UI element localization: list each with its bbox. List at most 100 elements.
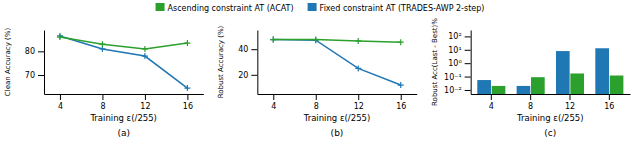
x-axis-title: Training ε(/255) bbox=[89, 113, 157, 123]
tick-label: 4 bbox=[58, 102, 63, 111]
panel: 4 8 12 16 70 80 Training ε(/255) Clean Accuracy… bbox=[4, 28, 204, 138]
tick-label: 16 bbox=[183, 102, 193, 111]
legend-swatch bbox=[308, 3, 317, 11]
marker bbox=[355, 38, 361, 44]
x-axis-tick: 16 bbox=[396, 94, 406, 111]
axis-line bbox=[471, 94, 630, 95]
axis-line bbox=[471, 31, 472, 95]
y-axis-tick: 80 bbox=[25, 47, 44, 56]
x-axis-tick: 8 bbox=[314, 94, 319, 111]
axis-line bbox=[258, 94, 417, 95]
tick-mark bbox=[251, 75, 257, 76]
bar bbox=[595, 48, 609, 94]
bar bbox=[570, 73, 584, 94]
tick-label: 10⁻¹ bbox=[444, 73, 462, 82]
y-axis-tick: 70 bbox=[25, 71, 44, 80]
marker bbox=[313, 37, 319, 43]
x-axis-title: Training ε(/255) bbox=[516, 113, 584, 123]
tick-mark bbox=[251, 49, 257, 50]
marker bbox=[57, 34, 63, 40]
tick-label: 12 bbox=[565, 102, 575, 111]
panel-title: (a) bbox=[117, 128, 130, 138]
tick-mark bbox=[401, 94, 402, 100]
y-axis: 2040 bbox=[238, 31, 258, 95]
legend-item: Fixed constraint AT (TRADES-AWP 2-step) bbox=[308, 3, 485, 13]
bar bbox=[531, 77, 545, 94]
x-axis: 4 8 12 16 bbox=[471, 94, 630, 111]
y-axis-tick: 10² bbox=[448, 32, 470, 41]
x-axis-tick: 12 bbox=[565, 94, 575, 111]
marker bbox=[142, 53, 148, 59]
tick-mark bbox=[145, 94, 146, 100]
panel-title: (c) bbox=[544, 128, 556, 138]
legend-label: Fixed constraint AT (TRADES-AWP 2-step) bbox=[320, 4, 485, 13]
tick-label: 16 bbox=[396, 102, 406, 111]
panel: 48121610⁻²10⁻¹10⁰10¹10²Training ε(/255)R… bbox=[431, 18, 631, 138]
tick-mark bbox=[465, 36, 471, 37]
tick-mark bbox=[60, 94, 61, 100]
tick-mark bbox=[465, 50, 471, 51]
marker bbox=[184, 40, 190, 46]
tick-mark bbox=[465, 63, 471, 64]
tick-mark bbox=[102, 94, 103, 100]
x-axis-tick: 4 bbox=[271, 94, 276, 111]
line bbox=[60, 36, 187, 88]
y-axis: 70 80 bbox=[25, 31, 45, 95]
y-axis-title: Clean Accuracy (%) bbox=[4, 28, 12, 97]
tick-mark bbox=[465, 77, 471, 78]
tick-mark bbox=[530, 94, 531, 100]
x-axis-tick: 8 bbox=[100, 94, 105, 111]
tick-mark bbox=[38, 75, 44, 76]
tick-mark bbox=[316, 94, 317, 100]
legend-swatch bbox=[156, 3, 165, 11]
y-axis-title: Robust Accuracy (%) bbox=[217, 25, 225, 98]
plot-area bbox=[270, 37, 403, 88]
tick-mark bbox=[358, 94, 359, 100]
marker bbox=[398, 39, 404, 45]
panel: 4812162040Training ε(/255)Robust Accurac… bbox=[217, 25, 417, 138]
marker bbox=[270, 37, 276, 43]
marker bbox=[99, 41, 105, 47]
y-axis-tick: 10⁻¹ bbox=[444, 73, 471, 82]
bar bbox=[517, 86, 531, 94]
legend-label: Ascending constraint AT (ACAT) bbox=[168, 4, 294, 13]
y-axis-tick: 10⁻² bbox=[444, 86, 471, 95]
tick-mark bbox=[273, 94, 274, 100]
y-axis-tick: 40 bbox=[238, 45, 257, 54]
tick-label: 80 bbox=[25, 47, 35, 56]
y-axis-tick: 20 bbox=[238, 71, 257, 80]
tick-label: 40 bbox=[238, 45, 248, 54]
tick-label: 12 bbox=[140, 102, 150, 111]
x-axis-tick: 12 bbox=[140, 94, 150, 111]
bar bbox=[477, 80, 491, 94]
tick-label: 10¹ bbox=[448, 46, 461, 55]
tick-label: 8 bbox=[314, 102, 319, 111]
legend-item: Ascending constraint AT (ACAT) bbox=[156, 3, 294, 13]
bar bbox=[492, 86, 506, 94]
x-axis-tick: 4 bbox=[58, 94, 63, 111]
y-axis: 10⁻²10⁻¹10⁰10¹10² bbox=[444, 31, 471, 96]
x-axis-tick: 8 bbox=[528, 94, 533, 111]
panel-title: (b) bbox=[331, 128, 344, 138]
tick-label: 20 bbox=[238, 71, 248, 80]
x-axis-title: Training ε(/255) bbox=[303, 113, 371, 123]
line bbox=[60, 37, 187, 49]
x-axis-tick: 16 bbox=[183, 94, 193, 111]
tick-mark bbox=[38, 51, 44, 52]
marker bbox=[270, 37, 276, 43]
tick-label: 4 bbox=[489, 102, 494, 111]
x-axis-tick: 16 bbox=[604, 94, 614, 111]
x-axis: 4 8 12 16 bbox=[45, 94, 204, 111]
x-axis-tick: 4 bbox=[489, 94, 494, 111]
tick-mark bbox=[609, 94, 610, 100]
tick-label: 70 bbox=[25, 71, 35, 80]
tick-label: 12 bbox=[354, 102, 364, 111]
tick-label: 16 bbox=[604, 102, 614, 111]
y-axis-tick: 10¹ bbox=[448, 46, 470, 55]
plot-area bbox=[477, 48, 623, 94]
plot-area bbox=[57, 33, 190, 91]
line bbox=[273, 40, 400, 43]
axis-line bbox=[44, 31, 45, 95]
axis-line bbox=[45, 94, 204, 95]
tick-label: 10² bbox=[448, 32, 461, 41]
